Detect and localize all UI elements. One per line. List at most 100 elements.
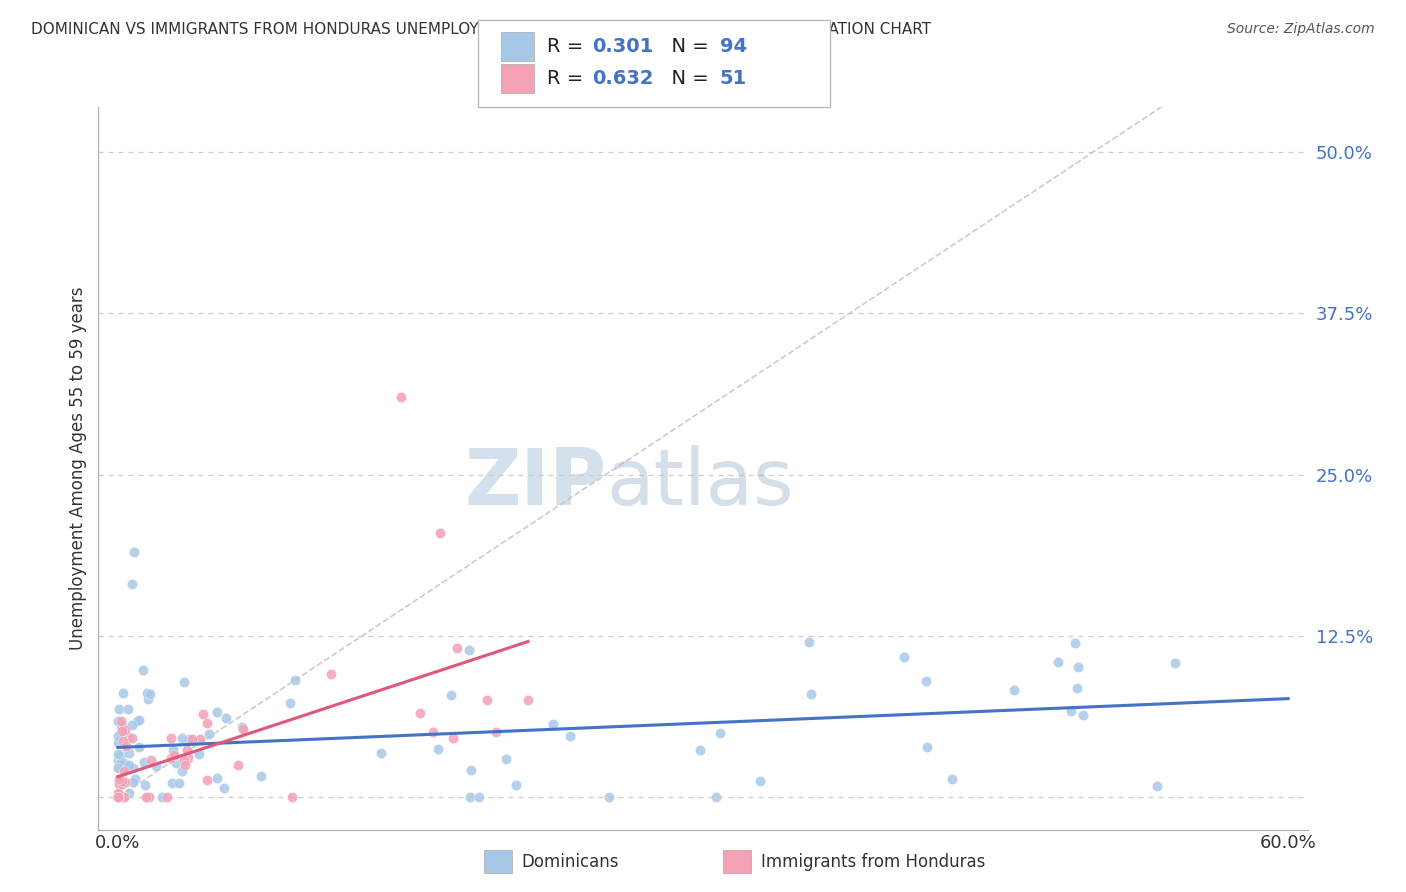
Point — [460, 763, 482, 777]
Point — [748, 773, 770, 788]
Point — [800, 687, 823, 701]
Text: 94: 94 — [720, 37, 747, 56]
Point — [107, 761, 129, 775]
Point — [173, 675, 195, 690]
Point — [1067, 660, 1090, 674]
Point — [107, 760, 129, 774]
Point — [108, 777, 131, 791]
Point — [180, 732, 202, 747]
Point — [112, 764, 135, 778]
Point — [128, 713, 150, 727]
Point — [107, 790, 129, 805]
Point — [118, 730, 141, 744]
Point — [121, 718, 143, 732]
Point — [114, 774, 136, 789]
Point — [915, 674, 938, 689]
Point — [177, 731, 200, 746]
Point — [231, 720, 253, 734]
Point — [195, 715, 218, 730]
Point — [108, 787, 131, 801]
Point — [278, 696, 301, 710]
Point — [797, 634, 820, 648]
Text: ZIP: ZIP — [464, 445, 606, 521]
Point — [132, 756, 155, 770]
Point — [709, 726, 731, 740]
Point — [118, 786, 141, 800]
Text: 0.301: 0.301 — [592, 37, 654, 56]
Text: 51: 51 — [720, 69, 747, 88]
Point — [110, 721, 132, 735]
Point — [163, 748, 186, 763]
Text: N =: N = — [659, 37, 716, 56]
Point — [370, 746, 392, 760]
Point — [107, 736, 129, 750]
Point — [558, 729, 581, 743]
Point — [250, 769, 273, 783]
Point — [108, 774, 131, 789]
Point — [389, 390, 412, 404]
Point — [1047, 655, 1070, 669]
Point — [139, 687, 162, 701]
Point — [107, 790, 129, 805]
Point — [495, 752, 517, 766]
Point — [541, 716, 564, 731]
Point — [110, 756, 132, 770]
Point — [446, 640, 468, 655]
Point — [111, 777, 134, 791]
Point — [214, 780, 236, 795]
Point — [128, 740, 150, 755]
Point — [114, 756, 136, 770]
Point — [111, 734, 134, 748]
Point — [138, 790, 160, 805]
Point — [110, 790, 132, 805]
Point — [110, 790, 132, 805]
Point — [160, 751, 183, 765]
Point — [1163, 657, 1185, 671]
Point — [188, 732, 211, 747]
Point — [1066, 681, 1088, 696]
Point — [485, 724, 508, 739]
Point — [226, 757, 249, 772]
Point — [118, 747, 141, 761]
Point — [150, 790, 173, 805]
Point — [145, 759, 167, 773]
Point — [173, 753, 195, 767]
Point — [458, 643, 481, 657]
Point — [689, 743, 711, 757]
Point — [122, 760, 145, 774]
Point — [160, 776, 183, 790]
Point — [173, 758, 195, 772]
Text: Dominicans: Dominicans — [522, 853, 619, 871]
Point — [409, 706, 432, 720]
Point — [1064, 636, 1087, 650]
Point — [139, 753, 162, 767]
Point — [121, 731, 143, 746]
Point — [107, 790, 129, 805]
Point — [122, 545, 145, 559]
Point — [205, 771, 228, 785]
Point — [1060, 705, 1083, 719]
Point — [115, 739, 138, 754]
Text: R =: R = — [547, 37, 589, 56]
Point — [458, 790, 481, 805]
Point — [114, 760, 136, 774]
Point — [205, 706, 228, 720]
Point — [893, 649, 915, 664]
Point — [1146, 779, 1168, 793]
Point — [198, 727, 221, 741]
Point — [232, 722, 254, 736]
Point — [475, 692, 498, 706]
Point — [107, 753, 129, 767]
Point — [114, 723, 136, 737]
Point — [111, 774, 134, 789]
Point — [112, 790, 135, 805]
Point — [135, 790, 157, 805]
Text: 0.632: 0.632 — [592, 69, 654, 88]
Point — [107, 772, 129, 787]
Point — [127, 714, 149, 728]
Point — [112, 790, 135, 805]
Point — [107, 786, 129, 800]
Point — [598, 790, 620, 805]
Point — [107, 790, 129, 805]
Point — [281, 790, 304, 805]
